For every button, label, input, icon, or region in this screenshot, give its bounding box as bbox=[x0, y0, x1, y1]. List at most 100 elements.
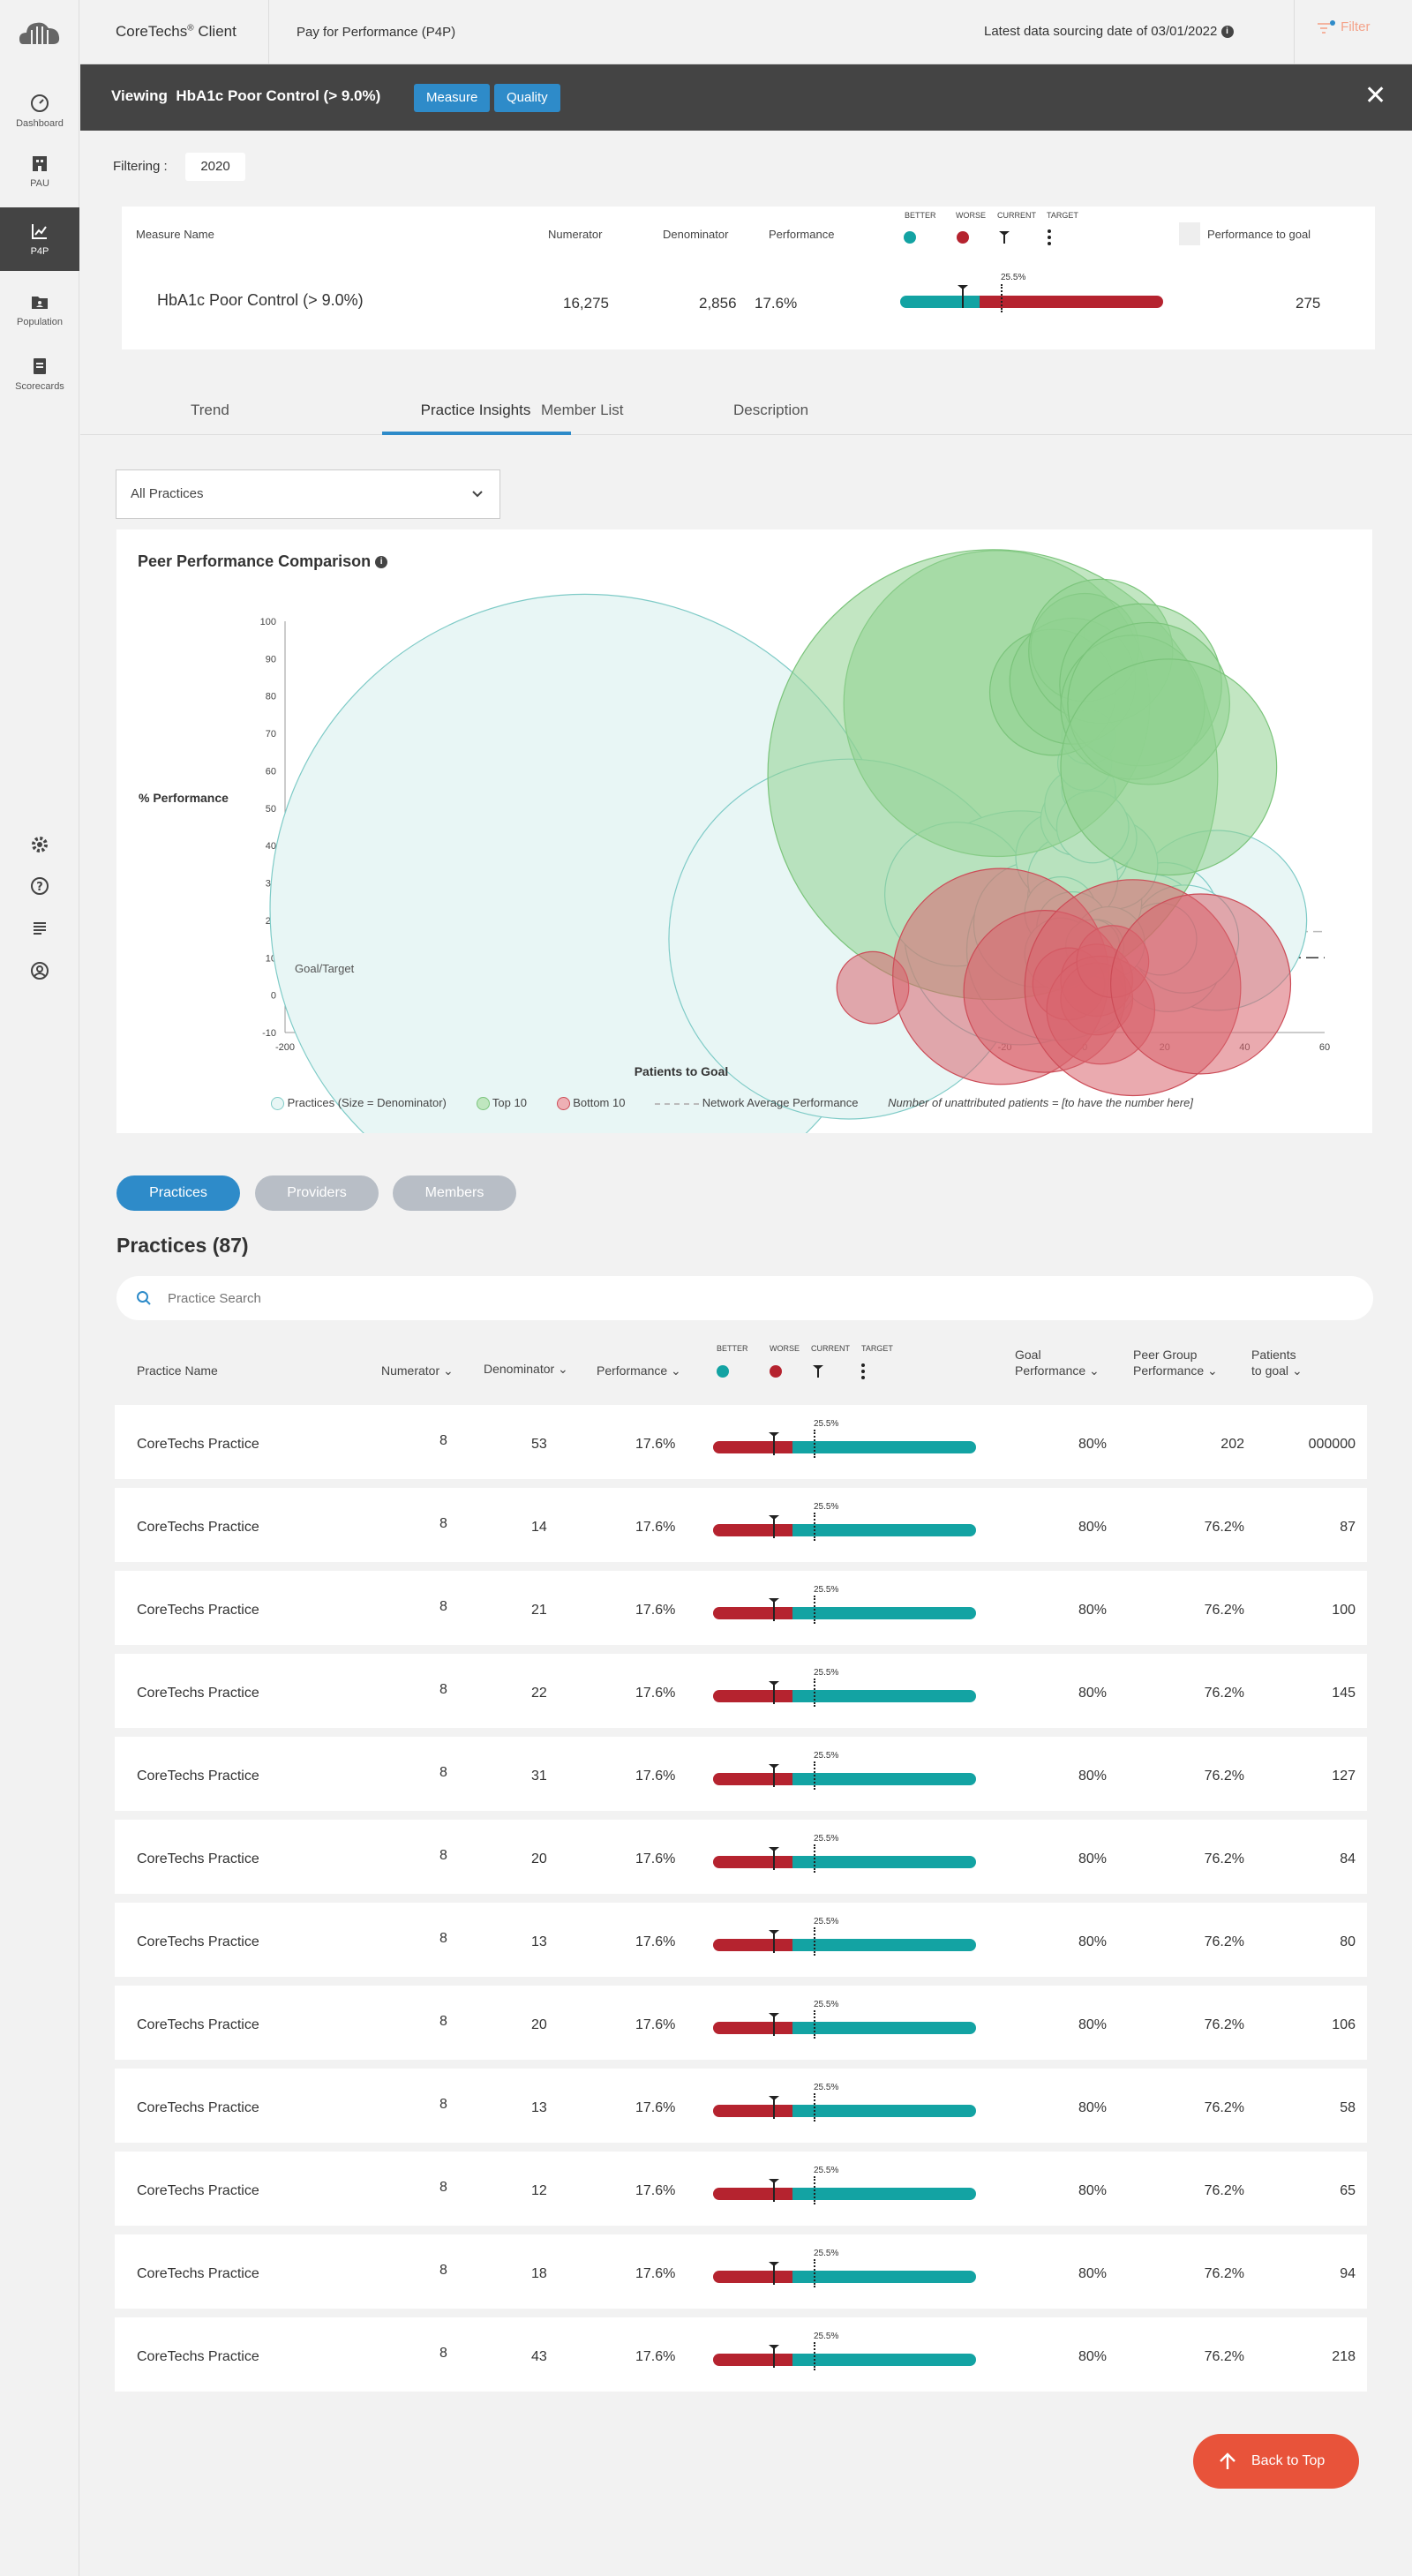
folder-user-icon bbox=[32, 297, 48, 309]
row-performance-bar bbox=[713, 1524, 976, 1536]
row-goal-performance: 80% bbox=[1078, 2266, 1108, 2281]
table-row[interactable]: CoreTechs Practice 8 31 17.6% 25.5% 80% 76.2% 1… bbox=[115, 1737, 1367, 1811]
row-performance-bar bbox=[713, 1690, 976, 1702]
worse-segment bbox=[713, 1441, 792, 1453]
table-row[interactable]: CoreTechs Practice 8 13 17.6% 25.5% 80% 76.2% 8… bbox=[115, 1903, 1367, 1977]
row-numerator: 8 bbox=[439, 1433, 447, 1448]
table-row[interactable]: CoreTechs Practice 8 13 17.6% 25.5% 80% 76.2% 5… bbox=[115, 2069, 1367, 2143]
practices-toggle[interactable]: Practices bbox=[116, 1175, 240, 1211]
top10-bubble[interactable] bbox=[1060, 658, 1278, 876]
info-icon[interactable]: i bbox=[1220, 26, 1234, 39]
data-sourcing-date: Latest data sourcing date of 03/01/2022 … bbox=[984, 24, 1234, 39]
table-row[interactable]: CoreTechs Practice 8 14 17.6% 25.5% 80% 76.2% 8… bbox=[115, 1488, 1367, 1562]
sidebar-item-label: Dashboard bbox=[16, 118, 64, 129]
filter-button[interactable]: Filter bbox=[1316, 19, 1371, 35]
current-marker bbox=[769, 1930, 779, 1953]
table-row[interactable]: CoreTechs Practice 8 22 17.6% 25.5% 80% 76.2% 1… bbox=[115, 1654, 1367, 1728]
sidebar: Dashboard PAU P4P Population Scorecards … bbox=[0, 0, 79, 2576]
practice-select[interactable]: All Practices bbox=[116, 469, 500, 519]
practice-name[interactable]: CoreTechs Practice bbox=[137, 2100, 259, 2115]
practice-name[interactable]: CoreTechs Practice bbox=[137, 1603, 259, 1618]
row-numerator: 8 bbox=[439, 1848, 447, 1863]
row-denominator: 31 bbox=[531, 1769, 547, 1784]
sidebar-item-label: P4P bbox=[30, 246, 49, 257]
sidebar-item-label: PAU bbox=[30, 178, 49, 189]
practice-search-input[interactable] bbox=[168, 1287, 697, 1310]
row-patients-to-goal: 94 bbox=[1340, 2266, 1356, 2281]
search-icon bbox=[137, 1291, 151, 1305]
practice-name[interactable]: CoreTechs Practice bbox=[137, 2183, 259, 2198]
table-row[interactable]: CoreTechs Practice 8 18 17.6% 25.5% 80% 76.2% 9… bbox=[115, 2234, 1367, 2309]
col-performance-sort[interactable]: Performance ⌄ bbox=[597, 1363, 681, 1378]
target-marker bbox=[814, 1844, 815, 1873]
col-goal-performance-sort[interactable]: Goal Performance ⌄ bbox=[1015, 1348, 1100, 1378]
top-bar: CoreTechs® Client Pay for Performance (P… bbox=[80, 0, 1412, 64]
list-icon[interactable] bbox=[29, 918, 50, 939]
info-icon[interactable]: i bbox=[375, 556, 388, 569]
bottom10-bubble[interactable] bbox=[1110, 893, 1292, 1075]
chevron-down-icon bbox=[472, 491, 483, 498]
practice-name[interactable]: CoreTechs Practice bbox=[137, 2266, 259, 2281]
practice-name[interactable]: CoreTechs Practice bbox=[137, 2017, 259, 2032]
row-performance: 17.6% bbox=[635, 1520, 676, 1535]
goal-target-label: Goal/Target bbox=[295, 962, 355, 975]
practice-name[interactable]: CoreTechs Practice bbox=[137, 1520, 259, 1535]
row-goal-performance: 80% bbox=[1078, 1851, 1108, 1866]
tab-member-list[interactable]: Member List bbox=[541, 402, 624, 418]
tab-trend[interactable]: Trend bbox=[191, 402, 229, 418]
measure-row-denominator: 2,856 bbox=[699, 295, 737, 312]
practice-search[interactable] bbox=[116, 1276, 1373, 1320]
target-marker-icon bbox=[1048, 229, 1051, 245]
row-performance-bar bbox=[713, 1607, 976, 1619]
user-account-icon[interactable] bbox=[29, 960, 50, 981]
measure-row-performance: 17.6% bbox=[755, 295, 798, 312]
sidebar-item-dashboard[interactable]: Dashboard bbox=[0, 79, 79, 141]
measure-tag[interactable]: Measure bbox=[414, 84, 491, 112]
help-icon[interactable]: ? bbox=[29, 875, 50, 897]
table-row[interactable]: CoreTechs Practice 8 43 17.6% 25.5% 80% 76.2% 2… bbox=[115, 2317, 1367, 2392]
sidebar-item-scorecards[interactable]: Scorecards bbox=[0, 342, 79, 404]
sidebar-item-pau[interactable]: PAU bbox=[0, 139, 79, 201]
filter-year-chip[interactable]: 2020 bbox=[185, 153, 245, 181]
filter-icon bbox=[1318, 20, 1335, 34]
practice-name[interactable]: CoreTechs Practice bbox=[137, 1934, 259, 1949]
target-marker bbox=[1001, 284, 1003, 312]
row-performance: 17.6% bbox=[635, 1603, 676, 1618]
sidebar-item-population[interactable]: Population bbox=[0, 278, 79, 340]
better-segment bbox=[792, 1607, 976, 1619]
table-row[interactable]: CoreTechs Practice 8 53 17.6% 25.5% 80% 202 000… bbox=[115, 1405, 1367, 1479]
col-patients-to-goal-sort[interactable]: Patients to goal ⌄ bbox=[1251, 1348, 1303, 1378]
better-segment bbox=[792, 2271, 976, 2283]
col-denominator-sort[interactable]: Denominator ⌄ bbox=[484, 1362, 568, 1376]
tab-practice-insights[interactable]: Practice Insights bbox=[420, 402, 531, 418]
table-row[interactable]: CoreTechs Practice 8 20 17.6% 25.5% 80% 76.2% 8… bbox=[115, 1820, 1367, 1894]
gear-icon[interactable] bbox=[29, 834, 50, 855]
col-peer-group-sort[interactable]: Peer Group Performance ⌄ bbox=[1133, 1348, 1218, 1378]
members-toggle[interactable]: Members bbox=[393, 1175, 516, 1211]
close-icon[interactable]: ✕ bbox=[1364, 81, 1387, 110]
quality-tag[interactable]: Quality bbox=[494, 84, 560, 112]
col-practice-name[interactable]: Practice Name bbox=[137, 1363, 218, 1378]
cloud-logo-icon[interactable] bbox=[19, 19, 60, 46]
target-label: 25.5% bbox=[814, 2249, 839, 2258]
row-peer-performance: 202 bbox=[1220, 1437, 1244, 1452]
y-tick-label: 0 bbox=[271, 991, 276, 1002]
practice-name[interactable]: CoreTechs Practice bbox=[137, 1686, 259, 1701]
row-patients-to-goal: 58 bbox=[1340, 2100, 1356, 2115]
building-icon bbox=[33, 156, 47, 171]
providers-toggle[interactable]: Providers bbox=[255, 1175, 379, 1211]
practice-name[interactable]: CoreTechs Practice bbox=[137, 1851, 259, 1866]
current-marker bbox=[769, 1515, 779, 1538]
target-label: 25.5% bbox=[814, 1834, 839, 1844]
table-row[interactable]: CoreTechs Practice 8 20 17.6% 25.5% 80% 76.2% 1… bbox=[115, 1986, 1367, 2060]
table-row[interactable]: CoreTechs Practice 8 21 17.6% 25.5% 80% 76.2% 1… bbox=[115, 1571, 1367, 1645]
practice-name[interactable]: CoreTechs Practice bbox=[137, 1437, 259, 1452]
table-row[interactable]: CoreTechs Practice 8 12 17.6% 25.5% 80% 76.2% 6… bbox=[115, 2152, 1367, 2226]
row-patients-to-goal: 218 bbox=[1332, 2349, 1356, 2364]
practice-name[interactable]: CoreTechs Practice bbox=[137, 2349, 259, 2364]
sidebar-item-p4p[interactable]: P4P bbox=[0, 207, 79, 271]
col-numerator-sort[interactable]: Numerator ⌄ bbox=[381, 1363, 454, 1378]
tab-description[interactable]: Description bbox=[733, 402, 809, 418]
practice-name[interactable]: CoreTechs Practice bbox=[137, 1769, 259, 1784]
back-to-top-button[interactable]: Back to Top bbox=[1193, 2434, 1359, 2489]
